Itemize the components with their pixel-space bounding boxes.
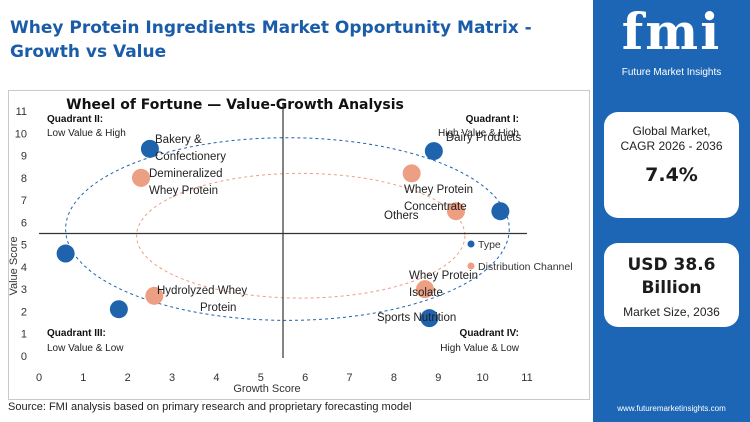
cagr-card: Global Market, CAGR 2026 - 2036 7.4%	[604, 112, 739, 218]
quadrant-title: Quadrant II:	[47, 114, 103, 125]
type-point[interactable]	[109, 300, 128, 319]
quadrant-title: Quadrant I:	[466, 114, 519, 125]
x-tick-label: 11	[521, 372, 532, 384]
x-tick-label: 4	[213, 372, 219, 384]
y-tick-label: 9	[21, 151, 27, 163]
market-size-value-line1: USD 38.6	[627, 255, 716, 275]
point-label: Confectionery	[155, 151, 226, 163]
quadrant-description: High Value & High	[438, 128, 519, 139]
quadrant-title: Quadrant IV:	[460, 328, 519, 339]
sidebar: fmi Future Market Insights Global Market…	[593, 0, 750, 422]
quadrant-description: Low Value & Low	[47, 343, 124, 354]
outer-ring	[65, 137, 510, 321]
x-tick-label: 9	[435, 372, 441, 384]
x-tick-label: 10	[477, 372, 489, 384]
cagr-label: Global Market, CAGR 2026 - 2036	[604, 112, 739, 154]
y-tick-label: 7	[21, 195, 27, 207]
x-tick-label: 5	[258, 372, 264, 384]
x-tick-label: 2	[125, 372, 131, 384]
point-label: Dairy Products	[446, 132, 522, 144]
chart-panel: 0 1 2 3 4 5 6 7 8 9 10 11 0 1 2 3 4 5 6 7 8 9 10 11 Quadrant II…	[8, 90, 590, 400]
type-point[interactable]	[56, 244, 75, 263]
source-note: Source: FMI analysis based on primary re…	[8, 401, 412, 413]
market-size-value: USD 38.6 Billion	[604, 243, 739, 300]
x-tick-label: 7	[346, 372, 352, 384]
x-axis-label: Growth Score	[233, 383, 300, 395]
point-label: Others	[384, 210, 419, 222]
market-size-value-line2: Billion	[641, 278, 702, 298]
point-label: Concentrate	[404, 201, 467, 213]
distribution-point[interactable]	[145, 286, 164, 305]
point-label: Demineralized	[149, 168, 223, 180]
distribution-point[interactable]	[447, 202, 466, 221]
quadrant-description: Low Value & High	[47, 128, 126, 139]
point-label: Hydrolyzed Whey	[157, 285, 247, 297]
type-point[interactable]	[420, 309, 439, 328]
x-tick-label: 1	[80, 372, 86, 384]
y-tick-label: 8	[21, 173, 27, 185]
y-tick-label: 6	[21, 217, 27, 229]
y-tick-label: 1	[21, 329, 27, 341]
y-tick-label: 4	[21, 262, 27, 274]
x-tick-label: 3	[169, 372, 175, 384]
x-tick-label: 0	[36, 372, 42, 384]
logo-text: fmi	[621, 2, 722, 61]
distribution-point[interactable]	[402, 164, 421, 183]
type-point[interactable]	[491, 202, 510, 221]
point-label: Protein	[200, 302, 236, 314]
legend-entry: Distribution Channel	[478, 261, 573, 273]
y-tick-label: 2	[21, 306, 27, 318]
x-tick-label: 8	[391, 372, 397, 384]
cagr-label-line1: Global Market,	[632, 124, 711, 138]
distribution-point[interactable]	[415, 280, 434, 299]
y-tick-label: 10	[15, 128, 27, 140]
cagr-label-line2: CAGR 2026 - 2036	[620, 139, 723, 153]
point-label: Isolate	[409, 287, 443, 299]
logo-subtitle: Future Market Insights	[621, 67, 722, 78]
y-tick-label: 11	[16, 106, 27, 118]
x-tick-label: 6	[302, 372, 308, 384]
point-label: Whey Protein	[404, 184, 473, 196]
market-size-label: Market Size, 2036	[623, 305, 720, 319]
legend-marker	[467, 262, 475, 270]
quadrant-description: High Value & Low	[440, 343, 520, 354]
y-tick-label: 3	[21, 284, 27, 296]
distribution-point[interactable]	[132, 168, 151, 187]
page-title: Whey Protein Ingredients Market Opportun…	[10, 18, 532, 62]
cagr-value: 7.4%	[645, 164, 698, 186]
point-label: Whey Protein	[149, 185, 218, 197]
website-link[interactable]: www.futuremarketinsights.com	[617, 404, 726, 413]
y-tick-label: 0	[21, 351, 27, 363]
y-tick-label: 5	[21, 240, 27, 252]
legend-entry: Type	[478, 239, 501, 251]
y-axis-label: Value Score	[9, 236, 20, 295]
chart-title: Wheel of Fortune — Value-Growth Analysis	[66, 97, 404, 113]
brand-logo: fmi Future Market Insights	[593, 0, 750, 86]
point-label: Bakery &	[155, 134, 202, 146]
inner-ring	[136, 172, 466, 299]
market-size-card: USD 38.6 Billion Market Size, 2036	[604, 243, 739, 327]
legend-marker	[467, 240, 475, 248]
quadrant-title: Quadrant III:	[47, 328, 106, 339]
point-label: Whey Protein	[409, 270, 478, 282]
opportunity-matrix-chart: 0 1 2 3 4 5 6 7 8 9 10 11 0 1 2 3 4 5 6 7 8 9 10 11 Quadrant II…	[9, 97, 573, 395]
point-label: Sports Nutrition	[377, 312, 456, 324]
type-point[interactable]	[424, 142, 443, 161]
type-point[interactable]	[140, 139, 159, 158]
